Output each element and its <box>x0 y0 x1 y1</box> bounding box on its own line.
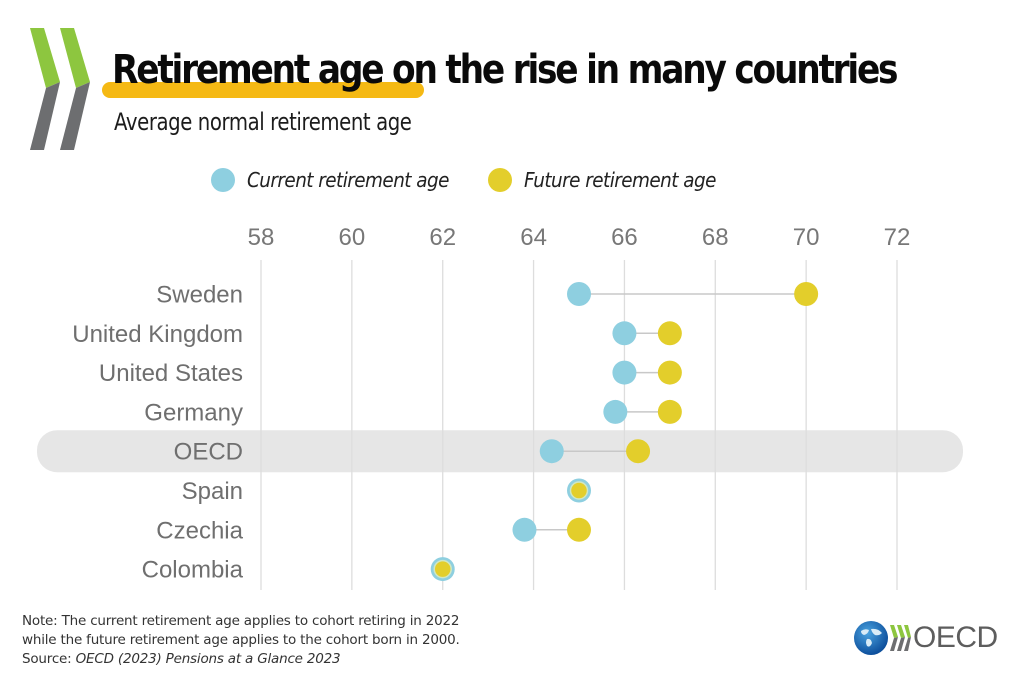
title-highlight-bar <box>102 82 424 98</box>
x-tick-label: 70 <box>793 224 820 251</box>
source-line: Source: OECD (2023) Pensions at a Glance… <box>22 650 460 669</box>
dumbbell-chart: 58 60 62 64 66 68 70 72 Sweden United Kingdom Uni… <box>37 224 963 590</box>
note-line-1: Note: The current retirement age applies… <box>22 613 460 629</box>
point-current <box>603 399 628 424</box>
legend-item-future: Future retirement age <box>488 168 733 192</box>
legend-label-current: Current retirement age <box>247 168 449 192</box>
x-tick-label: 64 <box>520 224 547 251</box>
legend-label-future: Future retirement age <box>524 168 717 192</box>
x-tick-label: 68 <box>702 224 729 251</box>
point-current <box>612 360 637 385</box>
footnote: Note: The current retirement age applies… <box>22 612 460 669</box>
source-text: OECD (2023) Pensions at a Glance 2023 <box>75 651 341 667</box>
category-label: Spain <box>182 478 243 505</box>
oecd-logo: OECD <box>853 620 998 656</box>
legend-current-dot-icon <box>211 168 235 192</box>
category-label: Czechia <box>156 517 243 544</box>
globe-icon <box>854 621 888 655</box>
point-future <box>794 282 819 306</box>
category-label: Colombia <box>142 557 244 584</box>
point-future <box>567 517 591 542</box>
source-prefix: Source: <box>22 651 76 667</box>
point-future <box>626 439 651 464</box>
point-current <box>512 517 537 542</box>
highlight-band <box>37 430 963 473</box>
point-future <box>657 399 682 424</box>
point-future <box>569 481 589 500</box>
category-label: United Kingdom <box>72 321 243 348</box>
point-future <box>657 321 682 346</box>
note-line-2: while the future retirement age applies … <box>22 632 460 648</box>
legend: Current retirement age Future retirement… <box>211 168 755 192</box>
x-tick-label: 62 <box>429 224 456 251</box>
x-tick-label: 58 <box>248 224 275 251</box>
point-future <box>433 559 452 579</box>
chart-subtitle: Average normal retirement age <box>114 108 412 136</box>
x-tick-label: 72 <box>884 224 911 251</box>
legend-future-dot-icon <box>488 168 513 192</box>
x-tick-label: 60 <box>339 224 366 251</box>
oecd-logo-text: OECD <box>913 621 998 654</box>
category-label: OECD <box>174 439 243 466</box>
x-tick-label: 66 <box>611 224 638 251</box>
oecd-chevrons-small-icon <box>890 625 911 651</box>
category-label: Sweden <box>156 282 243 309</box>
category-label: United States <box>99 360 243 387</box>
chart-title: Retirement age on the rise in many count… <box>112 47 899 93</box>
category-label: Germany <box>144 399 243 426</box>
point-future <box>657 360 682 385</box>
oecd-chevrons-logo-icon <box>30 28 90 150</box>
point-current <box>539 439 564 464</box>
point-current <box>567 282 591 306</box>
title-block: Retirement age on the rise in many count… <box>102 40 1024 100</box>
point-current <box>612 321 637 346</box>
legend-item-current: Current retirement age <box>211 168 466 192</box>
